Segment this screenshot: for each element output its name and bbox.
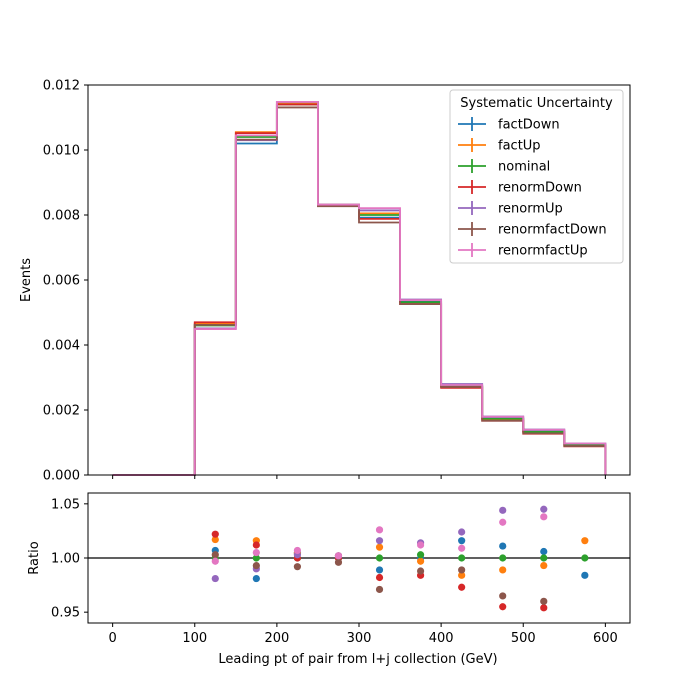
x-tick-label: 100	[182, 631, 207, 646]
ratio-point-renormfactUp	[458, 544, 466, 552]
legend-item-factDown: factDown	[458, 117, 560, 133]
ratio-point-renormfactDown	[458, 566, 466, 574]
ratio-point-factDown	[252, 574, 260, 583]
legend-box	[449, 89, 624, 264]
ratio-point-renormDown	[211, 530, 219, 538]
ratio-point-factDown	[458, 537, 466, 545]
ratio-point-factDown	[581, 571, 589, 579]
histogram-lines	[112, 101, 607, 476]
legend-label-factDown: factDown	[498, 118, 560, 133]
ratio-point-renormfactUp	[416, 541, 425, 549]
ratio-y-ticks: 0.95 1.00 1.05	[51, 497, 88, 621]
ratio-point-factUp	[375, 543, 384, 551]
legend-item-renormDown: renormDown	[458, 180, 582, 196]
ratio-point-factDown	[375, 566, 384, 574]
x-tick-label: 300	[347, 631, 372, 646]
events-y-tick-label: 0.002	[43, 404, 80, 419]
ratio-x-ticks: 0 100 200 300 400 500 600	[108, 623, 618, 646]
ratio-point-factUp	[499, 566, 507, 574]
events-y-ticks: 0.000 0.002 0.004 0.006 0.008 0.010 0.012	[43, 79, 88, 484]
events-y-axis-label: Events	[19, 258, 34, 302]
x-tick-label: 0	[108, 631, 116, 646]
ratio-point-factUp	[416, 557, 425, 565]
legend-label-nominal: nominal	[498, 160, 550, 175]
ratio-point-renormfactDown	[540, 597, 548, 605]
ratio-point-renormfactDown	[252, 561, 260, 570]
events-y-tick-label: 0.006	[43, 274, 80, 289]
ratio-y-tick-label: 0.95	[51, 606, 80, 621]
ratio-point-renormfactUp	[293, 546, 302, 555]
ratio-y-axis-label: Ratio	[27, 541, 42, 574]
ratio-point-renormfactUp	[252, 548, 260, 557]
ratio-point-renormfactUp	[499, 518, 507, 526]
ratio-point-nominal	[540, 554, 548, 562]
ratio-point-nominal	[581, 554, 589, 562]
ratio-point-renormfactDown	[293, 563, 302, 571]
ratio-point-factDown	[499, 542, 507, 550]
ratio-points	[211, 505, 589, 612]
legend-item-renormfactUp: renormfactUp	[458, 243, 588, 259]
ratio-point-renormfactUp	[375, 526, 384, 534]
ratio-point-renormUp	[375, 537, 384, 545]
ratio-point-nominal	[416, 551, 425, 559]
x-axis-label: Leading pt of pair from l+j collection (…	[218, 652, 497, 667]
ratio-y-tick-label: 1.00	[51, 552, 80, 567]
events-x-ticks	[112, 475, 606, 479]
legend-label-factUp: factUp	[498, 139, 541, 154]
x-tick-label: 400	[429, 631, 454, 646]
ratio-point-renormUp	[458, 528, 466, 536]
ratio-point-renormUp	[540, 505, 548, 513]
ratio-point-renormDown	[252, 541, 260, 549]
ratio-point-renormfactUp	[540, 513, 548, 521]
legend-item-nominal: nominal	[458, 159, 550, 175]
ratio-point-renormUp	[211, 574, 219, 583]
ratio-point-renormfactDown	[416, 567, 425, 575]
ratio-point-renormfactDown	[499, 592, 507, 600]
legend-item-factUp: factUp	[458, 138, 541, 154]
ratio-point-nominal	[499, 554, 507, 562]
ratio-point-renormDown	[375, 573, 384, 582]
ratio-point-factUp	[581, 537, 589, 545]
ratio-panel: 0.95 1.00 1.05 0 100 200 300 400 500 600 Ratio L…	[27, 492, 631, 667]
ratio-point-renormfactUp	[211, 557, 219, 565]
ratio-point-renormfactUp	[334, 552, 343, 560]
ratio-point-nominal	[458, 554, 466, 562]
ratio-point-factUp	[458, 571, 466, 579]
ratio-point-nominal	[375, 554, 384, 562]
ratio-point-renormfactDown	[375, 585, 384, 594]
legend: Systematic Uncertainty factDown factUp nomi…	[449, 89, 624, 264]
x-tick-label: 200	[264, 631, 289, 646]
legend-label-renormfactUp: renormfactUp	[498, 244, 588, 259]
series-line-renormfactUp	[112, 101, 607, 476]
ratio-point-renormUp	[499, 506, 507, 514]
legend-label-renormfactDown: renormfactDown	[498, 223, 607, 238]
ratio-y-tick-label: 1.05	[51, 497, 80, 512]
ratio-point-renormDown	[540, 604, 548, 612]
events-y-tick-label: 0.010	[43, 144, 80, 159]
events-y-tick-label: 0.000	[43, 469, 80, 484]
legend-item-renormfactDown: renormfactDown	[458, 222, 607, 238]
ratio-point-renormDown	[499, 603, 507, 611]
ratio-point-factDown	[540, 547, 548, 556]
legend-title: Systematic Uncertainty	[460, 96, 613, 111]
ratio-point-factUp	[211, 535, 219, 544]
ratio-point-factUp	[540, 561, 548, 570]
legend-item-renormUp: renormUp	[458, 201, 563, 217]
legend-label-renormUp: renormUp	[498, 202, 563, 217]
ratio-point-nominal	[252, 554, 260, 562]
legend-label-renormDown: renormDown	[498, 181, 582, 196]
events-y-tick-label: 0.008	[43, 209, 80, 224]
x-tick-label: 600	[593, 631, 618, 646]
ratio-point-renormfactDown	[334, 558, 343, 566]
x-tick-label: 500	[511, 631, 536, 646]
events-panel: 0.000 0.002 0.004 0.006 0.008 0.010 0.012 Even…	[19, 79, 631, 484]
events-y-tick-label: 0.012	[43, 79, 80, 94]
ratio-point-renormDown	[458, 583, 466, 591]
events-y-tick-label: 0.004	[43, 339, 80, 354]
ratio-point-renormfactDown	[211, 551, 219, 559]
